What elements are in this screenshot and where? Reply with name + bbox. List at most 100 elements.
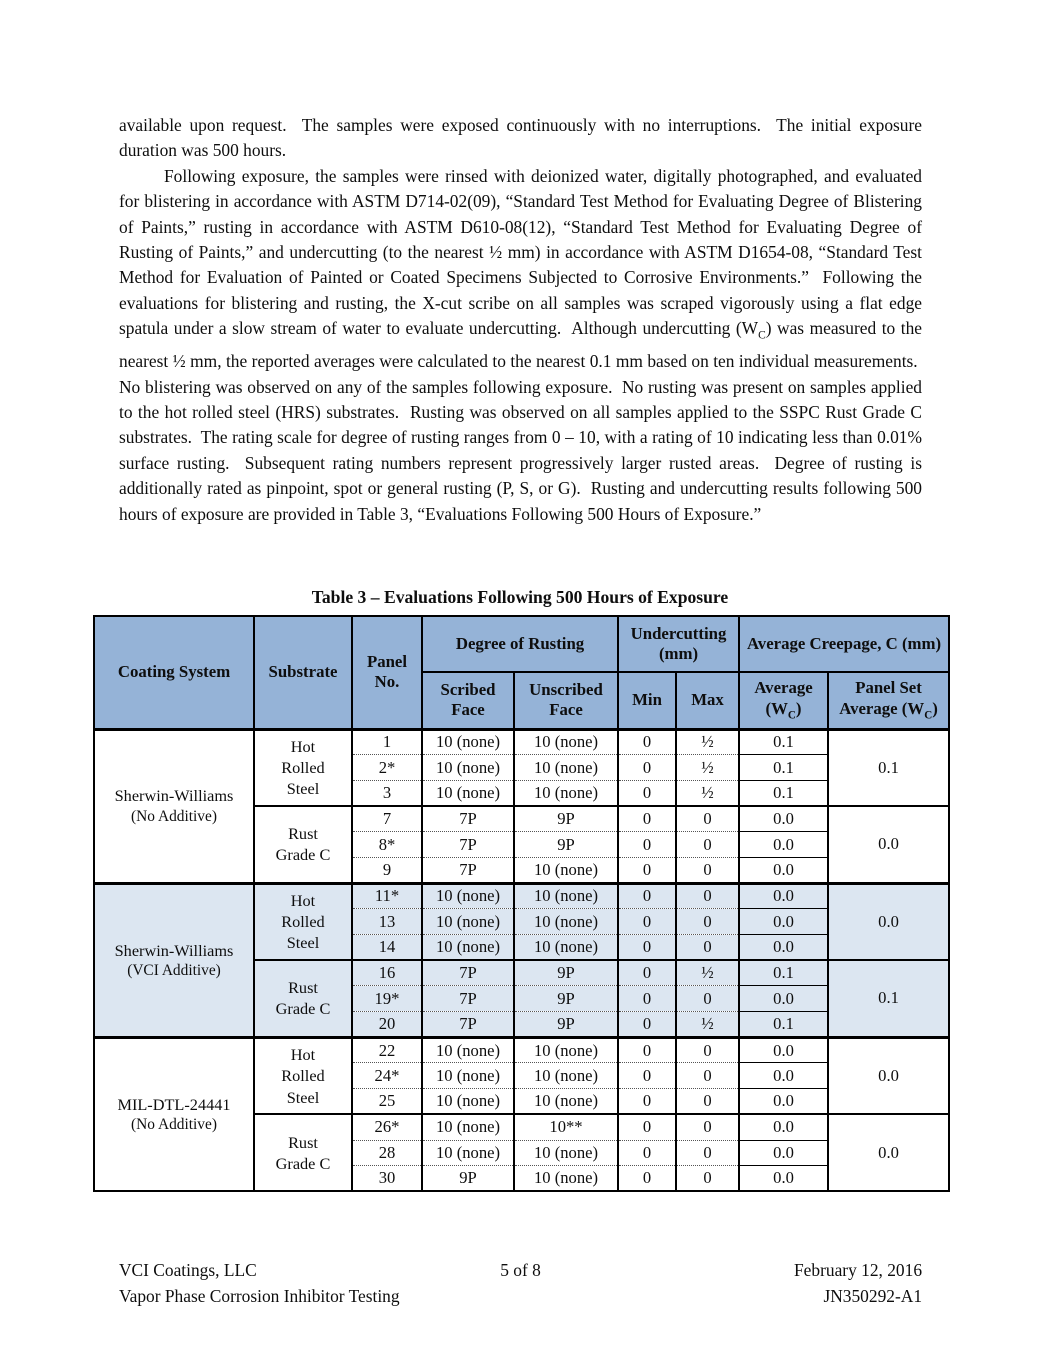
- undercutting-max-cell: ½: [675, 754, 741, 781]
- undercutting-max-cell: 0: [675, 881, 741, 909]
- scribed-face-cell: 7P: [421, 805, 515, 832]
- scribed-face-cell: 10 (none): [421, 727, 515, 755]
- unscribed-face-cell: 10 (none): [512, 856, 620, 884]
- header-degree-of-rusting: Degree of Rusting: [420, 615, 620, 673]
- table-row: 14 10 (none) 10 (none) 0 0 0.0: [94, 934, 949, 961]
- panel-no-cell: 8*: [351, 831, 423, 858]
- undercutting-max-cell: 0: [675, 908, 741, 935]
- table-row: Sherwin-Williams (No Additive) Hot Rolled …: [93, 727, 951, 884]
- header-average-creepage: Average Creepage, C (mm): [738, 615, 951, 673]
- footer-job-number: JN350292-A1: [823, 1286, 923, 1306]
- undercutting-min-cell: 0: [617, 1165, 678, 1192]
- table-row: 2* 10 (none) 10 (none) 0 ½ 0.1: [94, 754, 949, 781]
- undercutting-min-cell: 0: [617, 908, 678, 935]
- panel-no-cell: 11*: [351, 881, 423, 909]
- panel-no-cell: 7: [351, 805, 423, 832]
- substrate-cell: Rust Grade C: [253, 1113, 353, 1192]
- undercutting-max-cell: 0: [675, 934, 741, 961]
- coating-system-cell: Sherwin-Williams (No Additive): [93, 727, 255, 884]
- table-3-wrapper: Coating System Substrate Panel No. Degre…: [93, 615, 951, 1193]
- coating-system-cell: Sherwin-Williams (VCI Additive): [93, 881, 255, 1038]
- header-max: Max: [675, 671, 741, 730]
- unscribed-face-cell: 10 (none): [512, 908, 620, 935]
- average-wc-cell: 0.0: [738, 1139, 830, 1166]
- panel-no-cell: 26*: [351, 1113, 423, 1140]
- undercutting-max-cell: 0: [675, 1035, 741, 1063]
- unscribed-face-cell: 10 (none): [512, 1139, 620, 1166]
- body-text-block: available upon request. The samples were…: [119, 113, 922, 527]
- scribed-face-cell: 7P: [421, 985, 515, 1012]
- panel-no-cell: 24*: [351, 1062, 423, 1089]
- undercutting-max-cell: 0: [675, 1165, 741, 1192]
- average-wc-cell: 0.0: [738, 881, 830, 909]
- undercutting-min-cell: 0: [617, 779, 678, 807]
- undercutting-min-cell: 0: [617, 934, 678, 961]
- panel-set-average-cell: 0.0: [827, 1113, 951, 1192]
- undercutting-max-cell: ½: [675, 959, 741, 986]
- table-row: Rust Grade C 7 7P 9P 0 0 0.0 0.0: [94, 805, 951, 884]
- average-wc-cell: 0.0: [738, 985, 830, 1012]
- table-row: Rust Grade C 16 7P 9P 0 ½ 0.1 0.1: [94, 959, 951, 1038]
- unscribed-face-cell: 10 (none): [512, 779, 620, 807]
- footer-left: VCI Coatings, LLC Vapor Phase Corrosion …: [119, 1257, 500, 1309]
- table-row: 24* 10 (none) 10 (none) 0 0 0.0: [94, 1062, 949, 1089]
- scribed-face-cell: 10 (none): [421, 934, 515, 961]
- average-wc-cell: 0.1: [738, 1011, 830, 1038]
- header-coating-system: Coating System: [93, 615, 255, 730]
- undercutting-max-cell: 0: [675, 805, 741, 832]
- table-row: MIL-DTL-24441 (No Additive) Hot Rolled Ste…: [93, 1035, 951, 1192]
- table-header: Coating System Substrate Panel No. Degre…: [93, 615, 951, 730]
- panel-no-cell: 9: [351, 856, 423, 884]
- unscribed-face-cell: 10 (none): [512, 1165, 620, 1192]
- scribed-face-cell: 7P: [421, 831, 515, 858]
- table-row: 13 10 (none) 10 (none) 0 0 0.0: [94, 908, 949, 935]
- unscribed-face-cell: 10 (none): [512, 727, 620, 755]
- paragraph-evaluation-methods: Following exposure, the samples were rin…: [119, 165, 922, 524]
- panel-no-cell: 3: [351, 779, 423, 807]
- paragraph-exposure-intro: available upon request. The samples were…: [119, 115, 922, 161]
- footer-right: February 12, 2016 JN350292-A1: [541, 1257, 922, 1309]
- average-wc-cell: 0.0: [738, 805, 830, 832]
- table-row: 9 7P 10 (none) 0 0 0.0: [94, 856, 949, 884]
- scribed-face-cell: 10 (none): [421, 1139, 515, 1166]
- undercutting-min-cell: 0: [617, 856, 678, 884]
- unscribed-face-cell: 10 (none): [512, 1088, 620, 1115]
- average-wc-cell: 0.1: [738, 779, 830, 807]
- scribed-face-cell: 10 (none): [421, 1035, 515, 1063]
- unscribed-face-cell: 10**: [512, 1113, 620, 1140]
- undercutting-max-cell: 0: [675, 856, 741, 884]
- table-row: 30 9P 10 (none) 0 0 0.0: [94, 1165, 949, 1192]
- table-row: Sherwin-Williams (VCI Additive) Hot Rolled…: [93, 881, 951, 1038]
- undercutting-min-cell: 0: [617, 1139, 678, 1166]
- header-panel-no: Panel No.: [351, 615, 423, 730]
- undercutting-max-cell: 0: [675, 1062, 741, 1089]
- scribed-face-cell: 10 (none): [421, 754, 515, 781]
- scribed-face-cell: 9P: [421, 1165, 515, 1192]
- undercutting-max-cell: 0: [675, 1088, 741, 1115]
- undercutting-min-cell: 0: [617, 985, 678, 1012]
- panel-set-average-cell: 0.0: [827, 1035, 951, 1115]
- header-min: Min: [617, 671, 678, 730]
- scribed-face-cell: 7P: [421, 856, 515, 884]
- average-wc-cell: 0.1: [738, 727, 830, 755]
- panel-no-cell: 22: [351, 1035, 423, 1063]
- average-wc-cell: 0.0: [738, 934, 830, 961]
- table-row: 25 10 (none) 10 (none) 0 0 0.0: [94, 1088, 949, 1115]
- panel-set-average-cell: 0.0: [827, 881, 951, 961]
- average-wc-cell: 0.0: [738, 908, 830, 935]
- scribed-face-cell: 10 (none): [421, 908, 515, 935]
- average-wc-cell: 0.0: [738, 1035, 830, 1063]
- panel-no-cell: 16: [351, 959, 423, 986]
- unscribed-face-cell: 10 (none): [512, 1035, 620, 1063]
- undercutting-min-cell: 0: [617, 1011, 678, 1038]
- header-average-wc: Average (WC): [738, 671, 830, 730]
- undercutting-max-cell: 0: [675, 831, 741, 858]
- panel-no-cell: 25: [351, 1088, 423, 1115]
- undercutting-min-cell: 0: [617, 831, 678, 858]
- undercutting-max-cell: ½: [675, 727, 741, 755]
- unscribed-face-cell: 9P: [512, 959, 620, 986]
- undercutting-max-cell: ½: [675, 779, 741, 807]
- table-row: Rust Grade C 26* 10 (none) 10** 0 0 0.0 0.0: [94, 1113, 951, 1192]
- substrate-cell: Hot Rolled Steel: [253, 1035, 353, 1115]
- undercutting-max-cell: 0: [675, 1139, 741, 1166]
